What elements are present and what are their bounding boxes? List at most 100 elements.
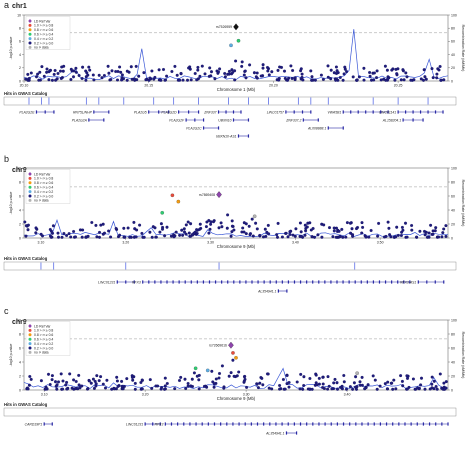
legend-marker [28, 198, 32, 202]
legend-label: 1.0 > r² ≥ 0.8 [34, 329, 53, 333]
gene-exon [330, 422, 332, 426]
snp-point [230, 230, 234, 234]
snp-point [424, 77, 428, 81]
y2-tick-label: 40 [451, 208, 455, 212]
snp-point [392, 378, 396, 382]
snp-point [341, 78, 345, 82]
gene-exon [441, 422, 443, 426]
gene-exon [220, 422, 222, 426]
gene-exon [327, 126, 329, 130]
snp-point [385, 68, 389, 72]
snp-point [195, 232, 199, 236]
snp-point [210, 70, 214, 74]
snp-point [438, 64, 442, 68]
snp-point [91, 377, 95, 381]
snp-point [278, 387, 282, 391]
snp-point [77, 73, 81, 77]
legend-label: 1.0 > r² ≥ 0.8 [34, 24, 53, 28]
x-tick-label: 3.20 [142, 393, 149, 397]
snp-point [419, 77, 423, 81]
snp-point [368, 70, 372, 74]
gene-exon [158, 110, 160, 114]
snp-point [154, 235, 158, 239]
snp-point [442, 78, 446, 82]
gene-exon [324, 280, 326, 284]
snp-point [134, 64, 138, 68]
snp-point [69, 77, 73, 81]
gene-exon [281, 422, 283, 426]
snp-point [255, 76, 259, 80]
snp-point [144, 78, 148, 82]
snp-point [337, 229, 341, 233]
snp-point [120, 384, 124, 388]
legend-label: 0.4 > r² ≥ 0.2 [34, 190, 53, 194]
snp-point-ld [205, 368, 210, 373]
snp-point [242, 73, 246, 77]
snp-point [375, 76, 379, 80]
y-tick-label: 10 [17, 13, 21, 17]
snp-point [399, 234, 403, 238]
snp-point [330, 387, 334, 391]
snp-point [47, 78, 51, 82]
legend-marker [28, 333, 32, 337]
snp-point [310, 78, 314, 82]
snp-point [248, 63, 252, 67]
snp-point [233, 78, 237, 82]
snp-point [92, 386, 96, 390]
snp-point [411, 377, 415, 381]
y2-axis-label: Recombination Rate (cM/Mb) [461, 180, 465, 227]
chromosome-label: chr9 [12, 167, 27, 174]
snp-point [437, 235, 441, 239]
legend-label: 0.2 > r² ≥ 0.0 [34, 194, 53, 198]
snp-point [73, 235, 77, 239]
gene-exon [142, 280, 144, 284]
snp-point [360, 375, 364, 379]
gene-exon [201, 422, 203, 426]
gene-exon [365, 110, 367, 114]
snp-point [186, 382, 190, 386]
gene-exon [330, 280, 332, 284]
y2-tick-label: 0 [451, 388, 453, 392]
gene-exon [324, 422, 326, 426]
snp-point [430, 382, 434, 386]
snp-point [360, 231, 364, 235]
snp-point [342, 72, 346, 76]
gene-exon [178, 110, 180, 114]
gene-exon [299, 280, 302, 284]
snp-point [432, 379, 436, 383]
snp-point [349, 231, 353, 235]
snp-point [110, 69, 114, 73]
snp-point [182, 227, 186, 231]
snp-point [56, 231, 60, 235]
gene-exon [244, 422, 246, 426]
snp-point [48, 228, 52, 232]
snp-point [74, 380, 78, 384]
snp-point [386, 220, 390, 224]
snp-point [56, 235, 60, 239]
snp-point [65, 380, 69, 384]
y-tick-label: 8 [19, 332, 21, 336]
snp-point [396, 233, 400, 237]
legend-label: 0.4 > r² ≥ 0.2 [34, 342, 53, 346]
snp-point [377, 221, 381, 225]
snp-point [222, 386, 226, 390]
gene-exon [263, 422, 265, 426]
snp-point [242, 230, 246, 234]
snp-point [158, 230, 162, 234]
x-tick-label: 20.25 [394, 84, 403, 88]
snp-point [237, 370, 241, 374]
gene-exon [442, 110, 444, 114]
snp-point [299, 372, 303, 376]
gene-exon [428, 422, 431, 426]
snp-point [204, 225, 208, 229]
snp-point [362, 78, 366, 82]
gene-exon [380, 110, 382, 114]
snp-point [156, 384, 160, 388]
legend-marker [28, 28, 32, 32]
snp-point [358, 383, 362, 387]
snp-point [295, 380, 299, 384]
snp-point [27, 76, 31, 80]
snp-point [395, 225, 399, 229]
y2-axis-label: Recombination Rate (cM/Mb) [461, 332, 465, 379]
snp-point [266, 69, 270, 73]
